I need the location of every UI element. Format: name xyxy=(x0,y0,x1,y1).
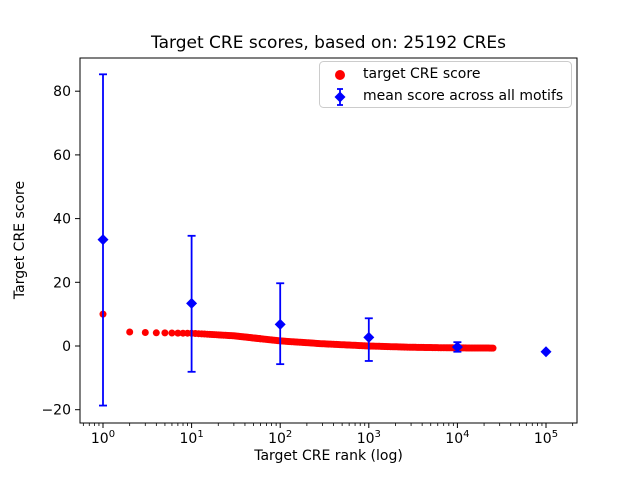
svg-text:40: 40 xyxy=(53,212,71,228)
x-axis-ticks: 100 101 102 103 104 105 xyxy=(82,423,574,447)
svg-text:−20: −20 xyxy=(41,403,71,419)
svg-text:0: 0 xyxy=(62,339,71,355)
svg-text:100: 100 xyxy=(91,429,115,447)
series-target-cre-score xyxy=(99,310,497,352)
chart-title: Target CRE scores, based on: 25192 CREs xyxy=(151,33,506,53)
svg-text:101: 101 xyxy=(179,429,203,447)
svg-text:103: 103 xyxy=(357,429,381,447)
series-mean-score-errorbars xyxy=(97,73,552,407)
legend-entry-mean-score: mean score across all motifs xyxy=(363,88,564,104)
svg-text:80: 80 xyxy=(53,84,71,100)
svg-text:105: 105 xyxy=(534,429,558,447)
svg-text:20: 20 xyxy=(53,275,71,291)
svg-text:104: 104 xyxy=(445,429,469,447)
svg-text:60: 60 xyxy=(53,148,71,164)
y-axis-ticks: −20 0 20 40 60 80 xyxy=(41,84,80,419)
blue-diamond-icon xyxy=(334,91,346,103)
red-circle-icon xyxy=(335,70,345,80)
svg-text:102: 102 xyxy=(268,429,292,447)
legend-box xyxy=(319,61,572,108)
axes-spines xyxy=(79,57,578,424)
legend-entry-target-cre-score: target CRE score xyxy=(363,66,481,82)
y-axis-label: Target CRE score xyxy=(12,180,28,300)
x-axis-label: Target CRE rank (log) xyxy=(254,448,403,464)
